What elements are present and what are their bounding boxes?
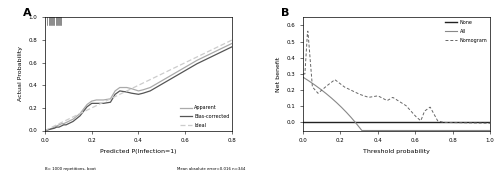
X-axis label: Predicted P(Infection=1): Predicted P(Infection=1) <box>100 149 176 154</box>
Text: B: B <box>280 8 289 18</box>
Text: B= 1000 repetitions, boot: B= 1000 repetitions, boot <box>45 167 96 171</box>
X-axis label: Threshold probability: Threshold probability <box>363 149 430 154</box>
Y-axis label: Actual Probability: Actual Probability <box>18 46 23 101</box>
Legend: None, All, Nomogram: None, All, Nomogram <box>445 20 488 43</box>
Text: Mean absolute error=0.016 n=344: Mean absolute error=0.016 n=344 <box>176 167 245 171</box>
Legend: Apparent, Bias-corrected, Ideal: Apparent, Bias-corrected, Ideal <box>180 105 230 128</box>
Text: A: A <box>22 8 31 18</box>
Y-axis label: Net benefit: Net benefit <box>276 56 281 92</box>
